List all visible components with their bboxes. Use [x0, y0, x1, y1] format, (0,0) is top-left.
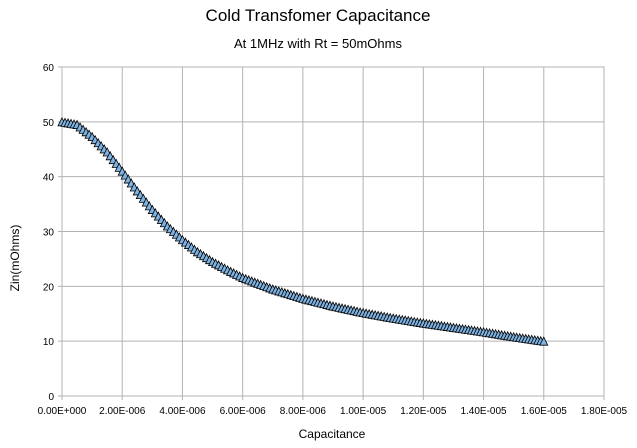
x-tick-label: 6.00E-006 [220, 406, 267, 417]
y-tick-label: 60 [43, 63, 55, 74]
tick-labels: 0 10 20 30 40 50 60 0.00E+000 2.00E-006 4.00E-006… [38, 63, 628, 417]
x-tick-label: 1.00E-005 [340, 406, 387, 417]
x-tick-label: 0.00E+000 [38, 406, 87, 417]
x-axis-label: Capacitance [299, 427, 366, 441]
x-tick-label: 1.20E-005 [400, 406, 447, 417]
y-tick-label: 40 [43, 173, 55, 184]
data-point-marker [539, 336, 549, 346]
y-tick-label: 20 [43, 282, 55, 293]
x-tick-label: 4.00E-006 [159, 406, 206, 417]
axes [58, 66, 605, 400]
y-tick-label: 50 [43, 118, 55, 129]
x-tick-label: 2.00E-006 [99, 406, 146, 417]
x-tick-label: 8.00E-006 [280, 406, 327, 417]
x-tick-label: 1.80E-005 [581, 406, 628, 417]
y-tick-label: 0 [48, 392, 54, 403]
y-tick-label: 10 [43, 337, 55, 348]
chart-title: Cold Transfomer Capacitance [206, 6, 431, 25]
series-group [57, 116, 549, 346]
x-tick-label: 1.60E-005 [521, 406, 568, 417]
chart-subtitle: At 1MHz with Rt = 50mOhms [234, 36, 402, 51]
y-axis-label: Zin(mOhms) [8, 225, 22, 292]
x-tick-label: 1.40E-005 [460, 406, 507, 417]
y-tick-label: 30 [43, 228, 55, 239]
